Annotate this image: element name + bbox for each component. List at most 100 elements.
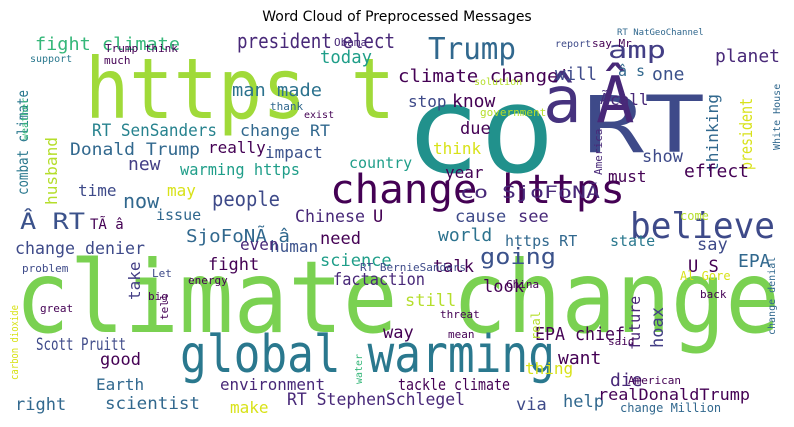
word: EPA xyxy=(738,251,771,272)
word: see xyxy=(518,207,549,227)
word: solution xyxy=(474,77,522,88)
word: stop xyxy=(408,92,447,111)
word: fight climate xyxy=(35,34,180,55)
word: president xyxy=(737,98,757,170)
word: planet xyxy=(715,46,780,67)
word: back xyxy=(700,288,727,301)
word: must xyxy=(608,167,647,186)
word: Let xyxy=(152,267,172,280)
word: year xyxy=(445,163,484,182)
word: know xyxy=(452,91,496,112)
word: change denier xyxy=(15,239,145,259)
word: RT BernieSanders xyxy=(360,261,466,274)
word: say xyxy=(697,235,728,255)
word: change denial xyxy=(767,257,778,335)
word: need xyxy=(320,229,361,249)
word: threat xyxy=(440,308,480,321)
chart-title: Word Cloud of Preprocessed Messages xyxy=(262,9,531,25)
word: via xyxy=(516,395,547,415)
word: new xyxy=(128,154,161,175)
word: combat climate xyxy=(14,90,32,195)
word: RT xyxy=(583,81,705,171)
word: world xyxy=(438,225,492,246)
word: president elect xyxy=(237,29,395,53)
word: scientist xyxy=(105,394,200,414)
word: U S xyxy=(688,257,719,277)
word: state xyxy=(610,232,655,250)
word: make xyxy=(230,398,269,417)
word: husband xyxy=(42,137,61,205)
word: one xyxy=(652,64,685,85)
word: â s xyxy=(618,62,645,80)
word: Obama xyxy=(334,36,367,49)
word: going xyxy=(480,245,556,270)
word: factaction xyxy=(333,270,425,290)
word: realDonaldTrump xyxy=(598,385,750,404)
word: tackle climate xyxy=(398,375,510,394)
word: talk xyxy=(433,257,474,277)
word: right xyxy=(15,395,66,415)
word: co SjoFoNÃ xyxy=(460,181,600,203)
word: Chinese xyxy=(295,207,365,227)
word: https RT xyxy=(505,232,577,250)
word: due xyxy=(460,119,491,139)
word: problem xyxy=(22,262,69,275)
word: future xyxy=(626,296,644,350)
word: Â RT xyxy=(20,209,85,235)
word: real xyxy=(529,311,543,340)
word: exist xyxy=(304,110,334,121)
word: science xyxy=(320,251,392,271)
word: may xyxy=(167,181,196,200)
word: America xyxy=(592,129,605,175)
word: carbon dioxide xyxy=(8,305,21,380)
word: even xyxy=(240,235,279,254)
word: Donald Trump xyxy=(70,140,200,160)
word: take xyxy=(125,261,144,300)
word: American xyxy=(628,374,681,387)
word: good xyxy=(100,350,141,370)
word: EPA chief xyxy=(535,324,625,345)
word: man made xyxy=(232,80,322,101)
word: Earth xyxy=(96,375,144,394)
word: help xyxy=(563,392,604,412)
word: water xyxy=(354,354,365,384)
word: amp xyxy=(608,36,666,64)
word: come xyxy=(680,209,709,223)
word: die xyxy=(610,370,643,391)
word: effect xyxy=(684,161,749,182)
word: thing xyxy=(525,359,573,378)
word: RT StephenSchlegel xyxy=(287,390,465,410)
word: issue xyxy=(156,206,201,224)
word: White House xyxy=(772,84,783,150)
word: Trump xyxy=(428,32,516,67)
word: really xyxy=(208,138,266,157)
word: RT SenSanders xyxy=(92,121,217,141)
word: change https xyxy=(330,167,625,213)
word: environment xyxy=(220,375,325,394)
word: way xyxy=(383,323,414,343)
word: RT NatGeoChannel xyxy=(617,28,704,38)
word: climate change' xyxy=(398,66,570,87)
word: great xyxy=(40,302,73,315)
word: mean xyxy=(448,328,475,341)
word: say Mr xyxy=(592,37,632,50)
word: Ã â xyxy=(600,89,627,108)
word: global warming xyxy=(180,325,555,385)
word: call xyxy=(610,90,649,109)
word: government xyxy=(480,106,546,119)
word: change RT xyxy=(240,121,330,140)
word: will xyxy=(555,64,597,85)
word: â xyxy=(543,64,582,138)
word: fight xyxy=(208,255,259,275)
word: co xyxy=(405,62,555,201)
word: hoax xyxy=(648,307,668,348)
word: SjoFoNÃ â xyxy=(186,225,290,247)
word: human xyxy=(270,237,318,256)
word: said xyxy=(608,335,635,348)
word: much xyxy=(104,54,131,67)
word: support xyxy=(30,54,72,65)
word: show xyxy=(642,147,684,167)
word: warming https xyxy=(180,160,300,179)
